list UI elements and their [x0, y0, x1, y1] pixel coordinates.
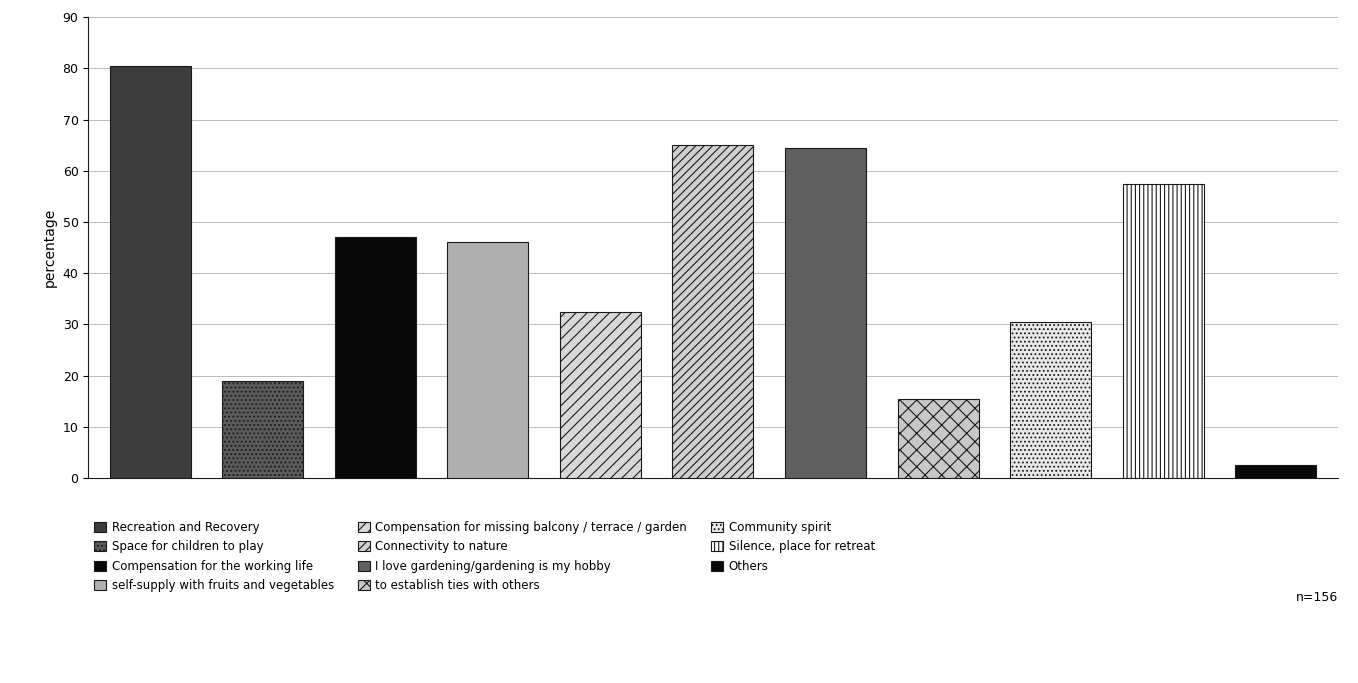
- Bar: [785, 148, 866, 478]
- Bar: [672, 145, 754, 478]
- Bar: [110, 66, 190, 478]
- Bar: [559, 311, 641, 478]
- Bar: [1123, 184, 1203, 478]
- Bar: [1010, 322, 1090, 478]
- Legend: Recreation and Recovery, Space for children to play, Compensation for the workin: Recreation and Recovery, Space for child…: [94, 521, 875, 592]
- Bar: [335, 238, 416, 478]
- Bar: [898, 399, 979, 478]
- Bar: [223, 381, 303, 478]
- Bar: [447, 242, 528, 478]
- Bar: [1236, 465, 1316, 478]
- Text: n=156: n=156: [1296, 591, 1338, 604]
- Y-axis label: percentage: percentage: [43, 208, 57, 288]
